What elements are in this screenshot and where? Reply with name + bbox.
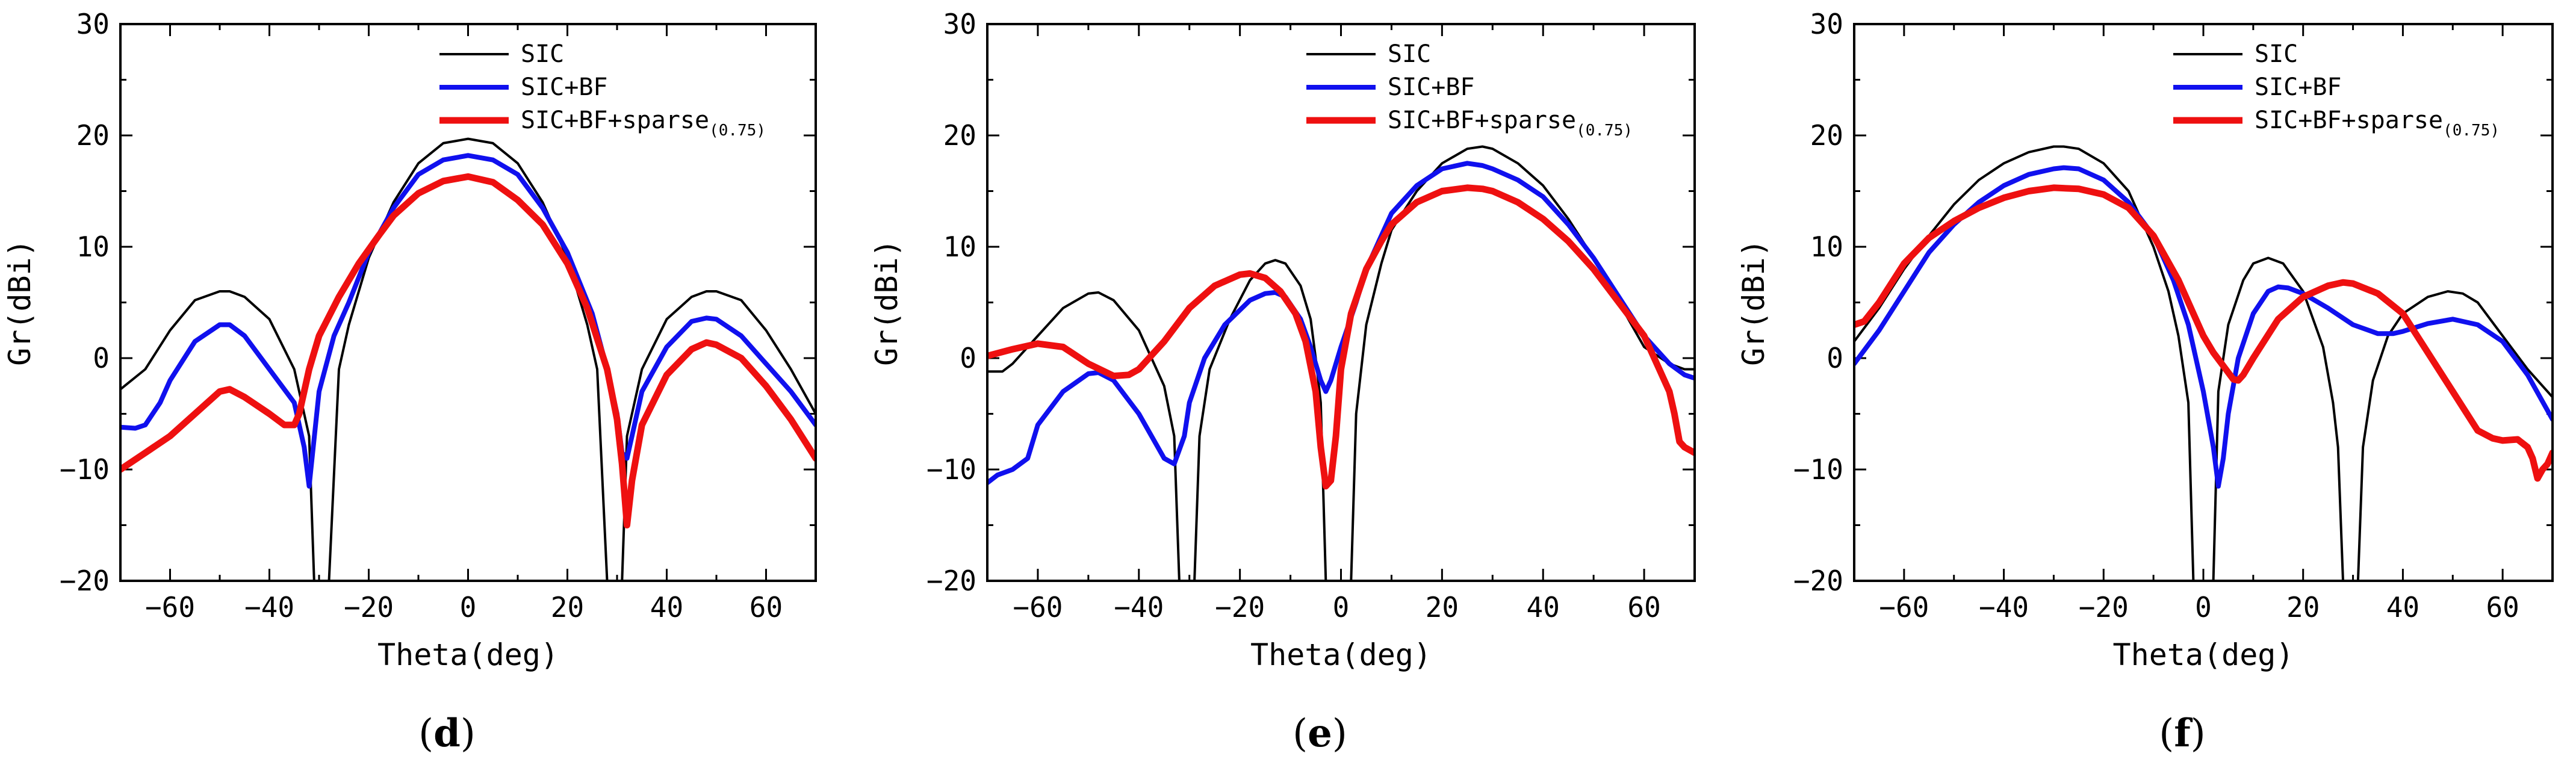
x-tick-label: −40 <box>244 591 294 624</box>
x-tick-label: −20 <box>344 591 394 624</box>
legend-label: SIC+BF <box>1388 73 1475 101</box>
plot-frame <box>119 23 817 582</box>
legend-label-name: SIC+BF <box>521 73 608 101</box>
legend-label: SIC+BF+sparse(0.75) <box>1388 107 1633 140</box>
series-line-sic-bf-sparse <box>987 184 1695 490</box>
x-tick-label: −60 <box>145 591 195 624</box>
legend-label-subscript: (0.75) <box>2443 122 2500 140</box>
series-line-sic-bf-sparse <box>1854 184 2553 482</box>
y-tick-label: 10 <box>76 231 110 263</box>
panel-label: (d) <box>418 711 476 756</box>
y-tick-label: 0 <box>93 342 110 374</box>
legend-label-name: SIC+BF+sparse <box>1388 107 1576 134</box>
legend-label: SIC <box>1388 40 1431 68</box>
y-axis-title: Gr(dBi) <box>869 239 904 366</box>
y-tick-label: −10 <box>926 453 976 486</box>
panel-label-letter: f <box>2174 711 2193 756</box>
y-tick-label: 0 <box>960 342 976 374</box>
legend-label-subscript: (0.75) <box>1576 122 1633 140</box>
chart-panel-f: −60 −40 −20 0 20 40 60 −20 −10 0 10 20 30 Theta(deg) G… <box>1736 8 2554 756</box>
series-line-sic-bf <box>1854 165 2553 489</box>
x-tick-label: 0 <box>1333 591 1350 624</box>
y-tick-label: 30 <box>1810 8 1843 40</box>
legend: SIC SIC+BF SIC+BF+sparse(0.75) <box>1306 40 1633 140</box>
y-tick-label: 20 <box>76 119 110 152</box>
y-tick-label: −20 <box>60 565 110 597</box>
legend-label: SIC <box>2255 40 2298 68</box>
y-axis-title: Gr(dBi) <box>1736 239 1771 366</box>
x-tick-label: 20 <box>1426 591 1459 624</box>
x-tick-label: −40 <box>1979 591 2029 624</box>
series-line-sic-bf-sparse <box>120 173 816 528</box>
panel-label-close: ) <box>461 711 476 756</box>
y-tick-label: 30 <box>76 8 110 40</box>
panel-label-open: ( <box>418 711 433 756</box>
legend-label-name: SIC+BF+sparse <box>2255 107 2443 134</box>
panel-label: (f) <box>2159 711 2205 756</box>
x-tick-label: 20 <box>551 591 584 624</box>
x-tick-label: −40 <box>1114 591 1164 624</box>
series-line-sic <box>120 137 816 581</box>
y-axis-title: Gr(dBi) <box>2 239 37 366</box>
legend-label-name: SIC <box>2255 40 2298 68</box>
legend-label: SIC+BF+sparse(0.75) <box>2255 107 2500 140</box>
panel-label-letter: e <box>1308 711 1332 756</box>
panel-label-open: ( <box>2159 711 2174 756</box>
panel-label-letter: d <box>433 711 461 756</box>
legend-label: SIC+BF+sparse(0.75) <box>521 107 766 140</box>
legend-label: SIC+BF <box>2255 73 2342 101</box>
y-tick-label: −10 <box>60 453 110 486</box>
y-tick-label: −20 <box>1793 565 1843 597</box>
x-tick-label: −20 <box>1215 591 1265 624</box>
y-tick-label: −10 <box>1793 453 1843 486</box>
x-tick-label: 40 <box>2386 591 2419 624</box>
panel-label-close: ) <box>2191 711 2206 756</box>
series-line-sic <box>1854 145 2553 581</box>
x-tick-label: 60 <box>750 591 783 624</box>
x-tick-label: 40 <box>650 591 683 624</box>
x-tick-label: 60 <box>2486 591 2519 624</box>
y-tick-label: 10 <box>1810 231 1843 263</box>
y-tick-label: −20 <box>926 565 976 597</box>
y-tick-label: 20 <box>943 119 976 152</box>
x-axis-title: Theta(deg) <box>1250 637 1432 672</box>
panel-label-close: ) <box>1332 711 1347 756</box>
series-line-sic-bf <box>987 161 1695 486</box>
legend-label-name: SIC+BF <box>2255 73 2342 101</box>
x-tick-label: 40 <box>1527 591 1560 624</box>
y-tick-label: 20 <box>1810 119 1843 152</box>
y-tick-label: 0 <box>1826 342 1843 374</box>
y-tick-label: 10 <box>943 231 976 263</box>
legend-label-name: SIC <box>1388 40 1431 68</box>
legend-label-name: SIC+BF+sparse <box>521 107 709 134</box>
panel-label: (e) <box>1293 711 1347 756</box>
legend-label-name: SIC+BF <box>1388 73 1475 101</box>
x-tick-label: −20 <box>2079 591 2129 624</box>
legend-label-subscript: (0.75) <box>709 122 766 140</box>
legend: SIC SIC+BF SIC+BF+sparse(0.75) <box>439 40 766 140</box>
plot-frame <box>986 23 1696 582</box>
y-tick-label: 30 <box>943 8 976 40</box>
legend: SIC SIC+BF SIC+BF+sparse(0.75) <box>2173 40 2500 140</box>
x-tick-label: 60 <box>1627 591 1660 624</box>
chart-panel-e: −60 −40 −20 0 20 40 60 −20 −10 0 10 20 30 Theta(deg) G… <box>869 8 1696 756</box>
series-line-sic <box>987 145 1695 581</box>
x-tick-label: −60 <box>1879 591 1929 624</box>
legend-label-name: SIC <box>521 40 564 68</box>
chart-panel-d: −60 −40 −20 0 20 40 60 −20 −10 0 10 20 30 Theta(deg) G… <box>2 8 817 756</box>
x-tick-label: 0 <box>2195 591 2212 624</box>
x-axis-title: Theta(deg) <box>2112 637 2294 672</box>
legend-label: SIC <box>521 40 564 68</box>
x-tick-label: 0 <box>460 591 477 624</box>
x-axis-title: Theta(deg) <box>377 637 559 672</box>
x-tick-label: 20 <box>2286 591 2320 624</box>
legend-label: SIC+BF <box>521 73 608 101</box>
series-line-sic-bf <box>120 153 816 489</box>
plot-frame <box>1853 23 2554 582</box>
panel-label-open: ( <box>1293 711 1308 756</box>
x-tick-label: −60 <box>1013 591 1063 624</box>
